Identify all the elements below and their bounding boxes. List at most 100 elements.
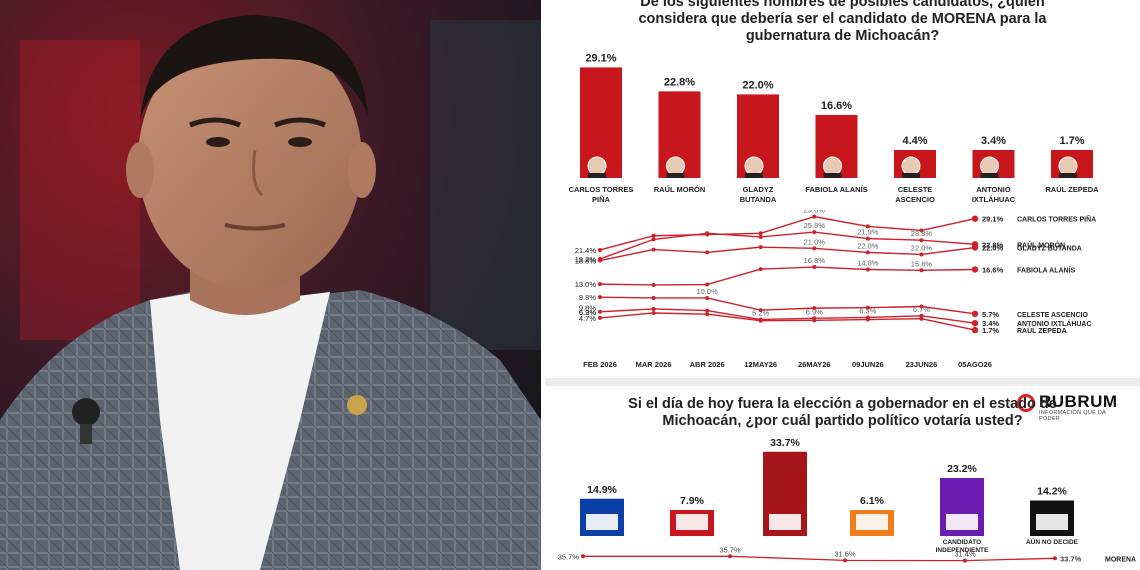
party-value-movimiento-ciudadano: 6.1% xyxy=(860,495,885,507)
trend-label-raul-moron: 25.8% xyxy=(804,221,826,230)
trend-label-celeste-ascencio: 10.0% xyxy=(697,287,719,296)
legend-gladyz-butanda: GLADYZ BUTANDA xyxy=(1017,246,1082,253)
portrait-photo xyxy=(0,0,541,570)
value-label-carlos-torres-pina: 29.1% xyxy=(585,52,616,64)
x-tick-09jun26: 09JUN26 xyxy=(852,360,884,369)
x-tick-23jun26: 23JUN26 xyxy=(906,360,938,369)
trend-line-gladyz-butanda xyxy=(599,246,976,262)
divider xyxy=(541,0,545,570)
trend-point-fabiola-alanis xyxy=(758,267,763,272)
legend-antonio-ixtlahuac: ANTONIO IXTLÁHUAC xyxy=(1017,319,1092,328)
category-label-celeste-ascencio: ASCENCIO xyxy=(895,195,935,204)
trend-label-antonio-ixtlahuac: 6.9% xyxy=(806,307,823,316)
party-question-line-1: Si el día de hoy fuera la elección a gob… xyxy=(628,396,1057,412)
trend-point-raul-moron xyxy=(705,231,710,236)
trend-point-celeste-ascencio xyxy=(919,304,924,309)
avatar-carlos-torres-pina xyxy=(587,156,607,176)
trend-point-antonio-ixtlahuac xyxy=(598,309,602,314)
rubrum-logo-icon xyxy=(1017,394,1035,412)
category-label-celeste-ascencio: CELESTE xyxy=(898,185,933,194)
avatar-suit-fabiola-alanis xyxy=(823,173,842,178)
trend-point-fabiola-alanis xyxy=(971,266,979,273)
morena-trend-label: 31.4% xyxy=(954,550,976,559)
category-label-carlos-torres-pina: PIÑA xyxy=(592,195,611,204)
question-line-1: De los siguientes nombres de posibles ca… xyxy=(640,0,1045,10)
party-question-line-2: Michoacán, ¿por cuál partido político vo… xyxy=(662,413,1023,429)
category-label-raul-moron: RAÚL MORÓN xyxy=(654,185,706,194)
trend-point-raul-zepeda xyxy=(971,326,979,334)
value-label-fabiola-alanis: 16.6% xyxy=(821,100,852,112)
trend-point-raul-moron xyxy=(758,234,763,239)
trend-point-raul-zepeda xyxy=(758,318,763,323)
trend-point-celeste-ascencio xyxy=(705,295,710,300)
trend-point-carlos-torres-pina xyxy=(651,233,656,238)
logo-name: RUBRUM xyxy=(1039,392,1118,411)
trend-point-celeste-ascencio xyxy=(812,306,817,311)
trend-label-antonio-ixtlahuac: 6.3% xyxy=(859,306,876,315)
x-tick-05ago26: 05AGO26 xyxy=(958,360,992,369)
trend-point-raul-zepeda xyxy=(919,316,924,321)
trend-point-fabiola-alanis xyxy=(598,282,602,287)
party-label-candidato-independiente: INDEPENDIENTE xyxy=(936,547,989,554)
trend-label-celeste-ascencio: 5.7% xyxy=(982,310,999,319)
trend-label-fabiola-alanis: 16.6% xyxy=(982,265,1004,274)
avatar-fabiola-alanis xyxy=(823,156,842,176)
trend-label-fabiola-alanis: 13.0% xyxy=(575,280,597,289)
trend-point-carlos-torres-pina xyxy=(812,214,817,219)
legend-carlos-torres-pina: CARLOS TORRES PIÑA xyxy=(1017,215,1096,224)
trend-label-raul-moron: 21.9% xyxy=(857,228,879,237)
party-value-aun-no-decide: 14.2% xyxy=(1037,486,1067,498)
trend-point-fabiola-alanis xyxy=(865,267,870,272)
candidates-question: De los siguientes nombres de posibles ca… xyxy=(545,0,1140,45)
trend-point-celeste-ascencio xyxy=(758,308,763,313)
trend-label-antonio-ixtlahuac: 3.4% xyxy=(982,319,999,328)
value-label-celeste-ascencio: 4.4% xyxy=(902,135,927,147)
party-bar-chart: 14.9% 7.9% 33.7% 6.1% 23.2% CANDIDATOINDEPEND… xyxy=(558,437,1136,564)
avatar-raul-zepeda xyxy=(1058,156,1078,176)
party-value-candidato-independiente: 23.2% xyxy=(947,463,977,475)
trend-label-gladyz-butanda: 22.0% xyxy=(857,241,879,250)
x-tick-12may26: 12MAY26 xyxy=(744,360,777,369)
trend-label-raul-zepeda: 6.2% xyxy=(579,308,596,317)
value-label-raul-zepeda: 1.7% xyxy=(1059,135,1084,147)
trend-line-antonio-ixtlahuac xyxy=(599,308,976,324)
trend-point-raul-zepeda xyxy=(651,311,656,316)
party-logo-pri-icon xyxy=(676,514,708,530)
trend-label-antonio-ixtlahuac: 6.9% xyxy=(579,308,596,317)
trend-point-raul-zepeda xyxy=(598,315,602,320)
rubrum-logo: RUBRUM INFORMACIÓN QUE DA PODER xyxy=(1017,392,1127,422)
trend-point-antonio-ixtlahuac xyxy=(705,308,710,313)
trend-label-raul-moron: 23.8% xyxy=(911,229,933,238)
trend-point-carlos-torres-pina xyxy=(598,247,602,252)
avatar-suit-raul-moron xyxy=(666,173,685,178)
trend-point-carlos-torres-pina xyxy=(919,228,924,233)
category-label-gladyz-butanda: BUTANDA xyxy=(740,195,777,204)
party-value-morena: 33.7% xyxy=(770,437,800,449)
trend-point-fabiola-alanis xyxy=(651,282,656,287)
trend-point-gladyz-butanda xyxy=(598,258,602,263)
candidates-panel: De los siguientes nombres de posibles ca… xyxy=(545,0,1140,384)
avatar-raul-moron xyxy=(666,156,685,176)
category-label-fabiola-alanis: FABIOLA ALANÍS xyxy=(805,185,867,194)
panel-separator xyxy=(545,378,1140,386)
trend-label-gladyz-butanda: 21.0% xyxy=(804,237,826,246)
legend-raul-moron: RAÚL MORÓN xyxy=(1017,240,1065,249)
trend-label-fabiola-alanis: 14.8% xyxy=(857,258,879,267)
trend-point-carlos-torres-pina xyxy=(865,224,870,229)
morena-trend-label: 33.7% xyxy=(1060,554,1082,563)
trend-point-celeste-ascencio xyxy=(865,305,870,310)
morena-legend: MORENA xyxy=(1105,556,1136,563)
value-label-gladyz-butanda: 22.0% xyxy=(742,79,773,91)
trend-label-antonio-ixtlahuac: 5.2% xyxy=(752,309,769,318)
trend-point-fabiola-alanis xyxy=(919,268,924,273)
trend-point-antonio-ixtlahuac xyxy=(651,306,656,311)
trend-line-carlos-torres-pina xyxy=(599,215,976,251)
trend-point-carlos-torres-pina xyxy=(971,215,979,222)
trend-label-gladyz-butanda: 22.0% xyxy=(911,243,933,252)
legend-celeste-ascencio: CELESTE ASCENCIO xyxy=(1017,312,1088,319)
party-label-aun-no-decide: AÚN NO DECIDE xyxy=(1026,537,1079,546)
trend-line-fabiola-alanis xyxy=(599,266,976,286)
trend-point-raul-moron xyxy=(651,237,656,242)
morena-trend-label: 35.7% xyxy=(719,545,741,554)
